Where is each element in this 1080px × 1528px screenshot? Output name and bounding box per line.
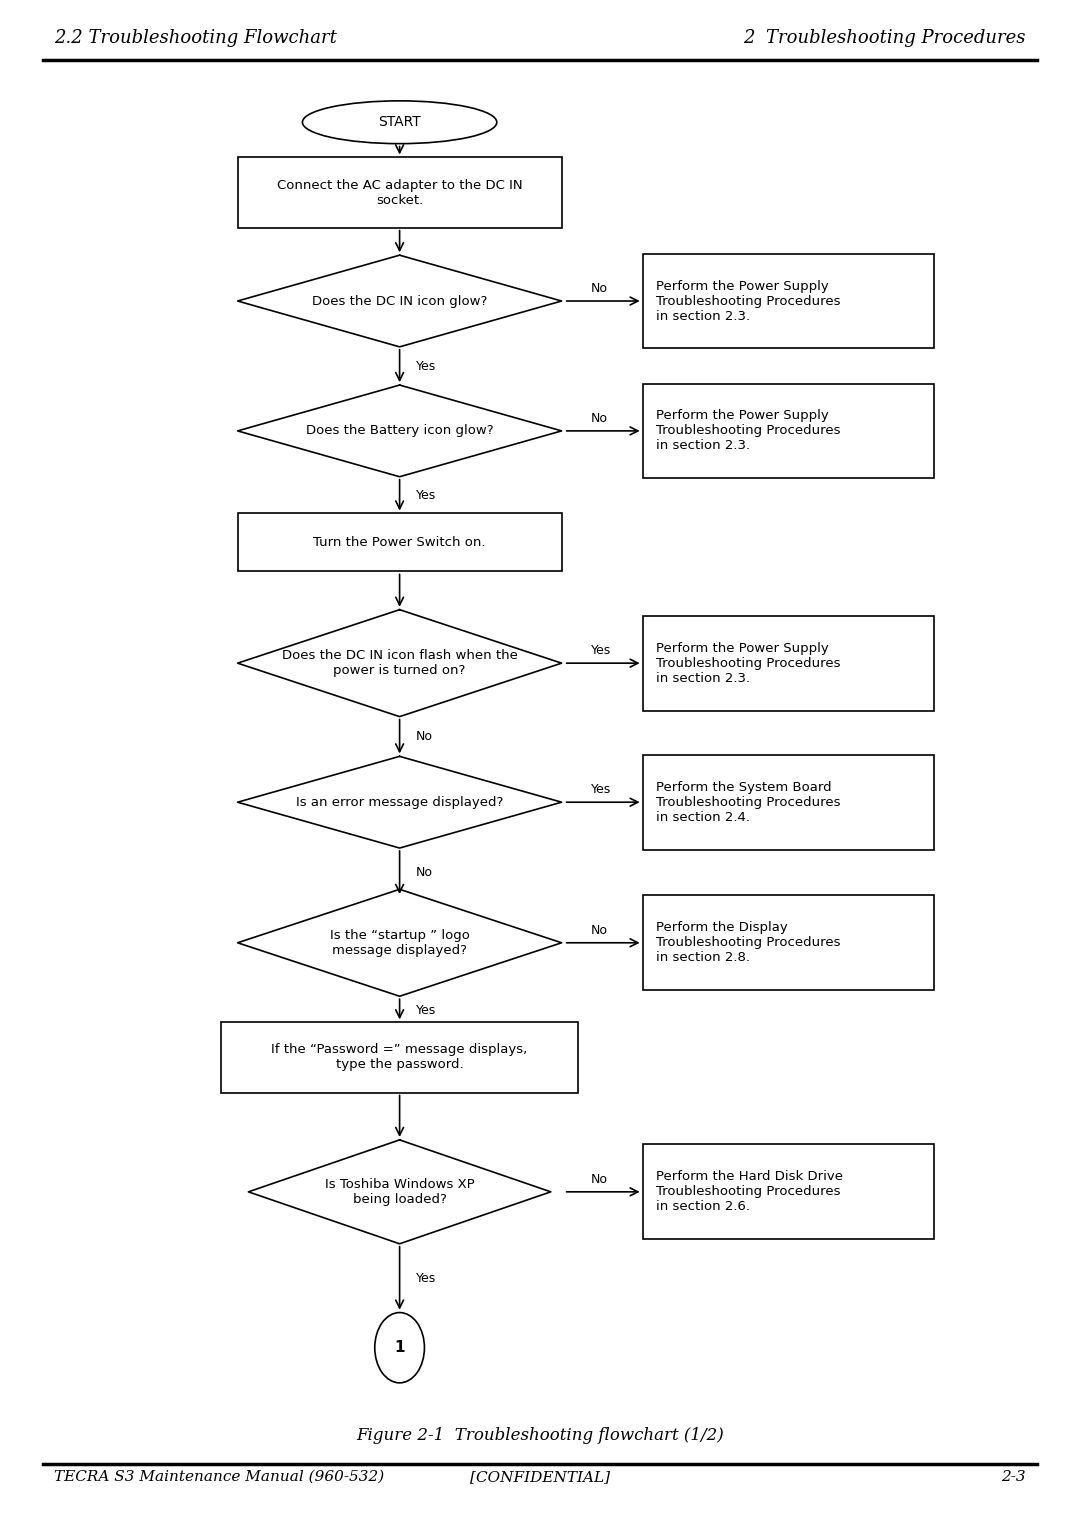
Circle shape — [375, 1313, 424, 1383]
Text: Perform the Power Supply
Troubleshooting Procedures
in section 2.3.: Perform the Power Supply Troubleshooting… — [656, 280, 840, 322]
Text: Perform the System Board
Troubleshooting Procedures
in section 2.4.: Perform the System Board Troubleshooting… — [656, 781, 840, 824]
FancyBboxPatch shape — [643, 895, 934, 990]
Polygon shape — [238, 610, 562, 717]
Text: No: No — [591, 283, 608, 295]
Text: 2.2 Troubleshooting Flowchart: 2.2 Troubleshooting Flowchart — [54, 29, 337, 47]
Text: No: No — [591, 924, 608, 937]
FancyBboxPatch shape — [238, 513, 562, 571]
Text: 2-3: 2-3 — [1001, 1470, 1026, 1484]
Polygon shape — [238, 756, 562, 848]
Text: Yes: Yes — [591, 645, 611, 657]
Text: Yes: Yes — [416, 1273, 436, 1285]
FancyBboxPatch shape — [238, 157, 562, 228]
Text: 2  Troubleshooting Procedures: 2 Troubleshooting Procedures — [743, 29, 1026, 47]
Text: TECRA S3 Maintenance Manual (960-532): TECRA S3 Maintenance Manual (960-532) — [54, 1470, 384, 1484]
Text: Turn the Power Switch on.: Turn the Power Switch on. — [313, 536, 486, 549]
Text: START: START — [378, 115, 421, 130]
Text: 1: 1 — [394, 1340, 405, 1355]
Text: Does the DC IN icon glow?: Does the DC IN icon glow? — [312, 295, 487, 307]
Text: Does the Battery icon glow?: Does the Battery icon glow? — [306, 425, 494, 437]
Text: Does the DC IN icon flash when the
power is turned on?: Does the DC IN icon flash when the power… — [282, 649, 517, 677]
Text: Perform the Power Supply
Troubleshooting Procedures
in section 2.3.: Perform the Power Supply Troubleshooting… — [656, 642, 840, 685]
Ellipse shape — [302, 101, 497, 144]
Text: No: No — [416, 730, 433, 743]
Text: No: No — [591, 1174, 608, 1186]
Text: Connect the AC adapter to the DC IN
socket.: Connect the AC adapter to the DC IN sock… — [276, 179, 523, 206]
Text: No: No — [416, 866, 433, 879]
Text: If the “Password =” message displays,
type the password.: If the “Password =” message displays, ty… — [271, 1044, 528, 1071]
FancyBboxPatch shape — [643, 1144, 934, 1239]
Text: [CONFIDENTIAL]: [CONFIDENTIAL] — [470, 1470, 610, 1484]
FancyBboxPatch shape — [643, 384, 934, 478]
Text: Yes: Yes — [416, 361, 436, 373]
FancyBboxPatch shape — [643, 254, 934, 348]
Text: Is Toshiba Windows XP
being loaded?: Is Toshiba Windows XP being loaded? — [325, 1178, 474, 1206]
Text: Is an error message displayed?: Is an error message displayed? — [296, 796, 503, 808]
Text: Is the “startup ” logo
message displayed?: Is the “startup ” logo message displayed… — [329, 929, 470, 957]
Text: Yes: Yes — [591, 784, 611, 796]
Text: Figure 2-1  Troubleshooting flowchart (1/2): Figure 2-1 Troubleshooting flowchart (1/… — [356, 1427, 724, 1444]
Text: Yes: Yes — [416, 489, 436, 501]
FancyBboxPatch shape — [643, 616, 934, 711]
FancyBboxPatch shape — [221, 1022, 578, 1093]
Text: No: No — [591, 413, 608, 425]
Text: Perform the Display
Troubleshooting Procedures
in section 2.8.: Perform the Display Troubleshooting Proc… — [656, 921, 840, 964]
Polygon shape — [238, 255, 562, 347]
Text: Perform the Hard Disk Drive
Troubleshooting Procedures
in section 2.6.: Perform the Hard Disk Drive Troubleshoot… — [656, 1170, 842, 1213]
Polygon shape — [248, 1140, 551, 1244]
Polygon shape — [238, 385, 562, 477]
Text: Perform the Power Supply
Troubleshooting Procedures
in section 2.3.: Perform the Power Supply Troubleshooting… — [656, 410, 840, 452]
FancyBboxPatch shape — [643, 755, 934, 850]
Text: Yes: Yes — [416, 1004, 436, 1016]
Polygon shape — [238, 889, 562, 996]
